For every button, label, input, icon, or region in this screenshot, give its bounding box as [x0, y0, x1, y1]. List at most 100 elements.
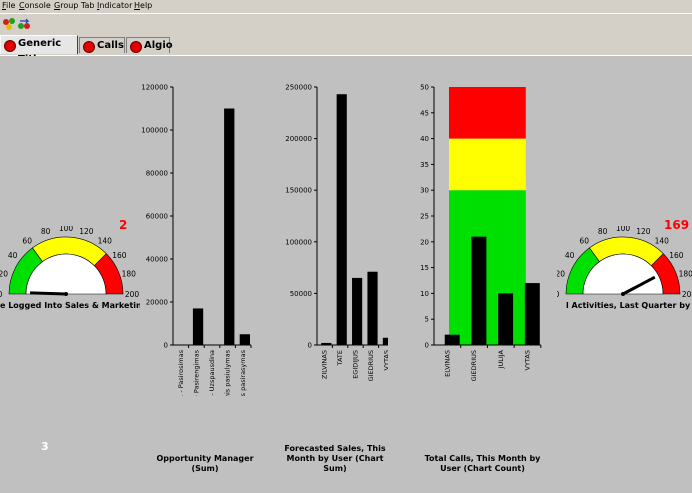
y-tick-label: 15 — [420, 264, 429, 272]
y-tick-label: 100000 — [141, 127, 168, 135]
bar — [382, 337, 388, 345]
x-tick-label: VYTAS — [382, 350, 388, 370]
tab-calls[interactable]: Calls — [79, 37, 125, 53]
y-tick-label: 60000 — [146, 213, 168, 221]
gauge-value: 2 — [119, 218, 128, 232]
gauge-tick-label: 80 — [598, 227, 608, 236]
menu-bar: File Console Group Tab Indicator Help — [0, 0, 692, 13]
x-tick-label: 3 - Uzspausdina — [208, 350, 216, 396]
gauge-tick-label: 200 — [682, 290, 692, 299]
chart-title-forecasted: Forecasted Sales, This Month by User (Ch… — [280, 444, 390, 474]
threshold-band — [449, 138, 526, 191]
y-tick-label: 5 — [425, 316, 429, 324]
y-tick-label: 35 — [420, 161, 429, 169]
dashboard-panel: 020406080100120140160180200 2 e Logged I… — [0, 56, 692, 493]
gauge-value: 169 — [664, 218, 690, 232]
bar — [336, 94, 347, 345]
x-tick-label: 4 - Komercinis pasiulymas — [224, 349, 232, 396]
gauge-tick-label: 0 — [0, 290, 3, 299]
x-tick-label: 5 - Sutarties pasirasymas — [239, 349, 247, 396]
title-line: Opportunity Manager — [156, 454, 254, 463]
bar — [352, 277, 363, 345]
y-tick-label: 40 — [420, 135, 429, 143]
bar — [224, 108, 235, 345]
title-line: Total Calls, This Month by — [424, 454, 541, 463]
connect-icon[interactable] — [2, 17, 16, 31]
gauge-tick-label: 100 — [616, 226, 631, 233]
gauge-tick-label: 40 — [8, 251, 18, 260]
chart-forecasted-sales: 0 50000 100000 150000 200000 250000 ZILVINAS TA… — [285, 84, 388, 381]
menu-indicator[interactable]: Indicator — [97, 1, 133, 10]
y-tick-label: 50 — [420, 84, 429, 92]
menu-file[interactable]: File — [2, 1, 16, 10]
y-tick-label: 250000 — [285, 84, 312, 92]
y-tick-label: 45 — [420, 109, 429, 117]
y-tick-label: 80000 — [146, 170, 168, 178]
chart-total-calls: 0 5 10 15 20 25 30 35 40 45 50 ELVINAS GIEDRIUS JULIJ… — [420, 84, 542, 381]
title-line: Forecasted Sales, This — [284, 444, 386, 453]
y-tick-label: 25 — [420, 213, 429, 221]
gauge-tick-label: 140 — [98, 237, 113, 246]
tab-label: Algio — [144, 40, 173, 51]
y-tick-label: 20 — [420, 238, 429, 246]
gauge-needle — [622, 275, 656, 296]
bar — [498, 293, 514, 345]
y-tick-label: 120000 — [141, 84, 168, 92]
y-tick-label: 50000 — [290, 290, 312, 298]
gauge-tick-label: 180 — [122, 270, 137, 279]
threshold-band — [449, 190, 526, 345]
x-tick-label: EGIDIJUS — [352, 350, 360, 379]
tab-strip: Generic Title Calls Algio — [0, 35, 692, 65]
tab-generic-title[interactable]: Generic Title — [0, 35, 78, 65]
x-tick-label: ELVINAS — [443, 350, 451, 377]
gauge-tick-label: 20 — [0, 270, 8, 279]
menu-console[interactable]: Console — [19, 1, 51, 10]
gauge-tick-label: 160 — [669, 251, 684, 260]
gauge-needle — [29, 291, 67, 296]
gauge-tick-label: 60 — [22, 237, 32, 246]
x-tick-label: 1 - Pasirosimas — [177, 349, 185, 396]
gauge-tick-label: 140 — [655, 237, 670, 246]
x-tick-label: GIEDRIUS — [367, 350, 375, 381]
gauge-tick-label: 200 — [125, 290, 140, 299]
title-line: User (Chart Count) — [440, 464, 525, 473]
menu-help[interactable]: Help — [134, 1, 153, 10]
bar — [192, 308, 204, 345]
y-tick-label: 0 — [425, 342, 429, 350]
status-red-icon — [130, 41, 142, 53]
refresh-icon[interactable] — [17, 17, 31, 31]
y-tick-label: 200000 — [285, 135, 312, 143]
bar — [321, 342, 332, 345]
gauge-tick-label: 80 — [41, 227, 51, 236]
chart-opportunity-manager: 0 20000 40000 60000 80000 100000 120000 1 - Pas… — [141, 84, 252, 396]
y-tick-label: 0 — [164, 342, 168, 350]
gauge-title: e Logged Into Sales & Marketing (C — [0, 301, 140, 310]
gauge-tick-label: 20 — [557, 270, 565, 279]
title-line: Sum) — [323, 464, 347, 473]
gauge-tick-label: 40 — [565, 251, 575, 260]
title-line: (Sum) — [191, 464, 219, 473]
chart-title-opportunity: Opportunity Manager (Sum) — [150, 454, 260, 474]
y-tick-label: 10 — [420, 290, 429, 298]
x-tick-label: GIEDRIUS — [470, 350, 478, 381]
title-line: Month by User (Chart — [286, 454, 384, 463]
gauge-face — [25, 253, 107, 295]
count-label: 3 — [41, 440, 49, 453]
tab-label: Calls — [97, 40, 124, 51]
gauge-title: l Activities, Last Quarter by User Gr — [566, 301, 692, 310]
y-tick-label: 100000 — [285, 238, 312, 246]
bar — [524, 283, 540, 345]
gauge-tick-label: 100 — [59, 226, 74, 233]
tab-algio[interactable]: Algio — [126, 37, 173, 53]
x-tick-label: VYTAS — [523, 350, 531, 370]
gauge-activities: 0 20 40 60 80 100 120 140 160 180 200 — [557, 226, 692, 299]
toolbar — [0, 13, 692, 36]
gauge-hub — [64, 292, 68, 296]
menu-group-tab[interactable]: Group Tab — [54, 1, 95, 10]
x-tick-label: TATE — [336, 350, 344, 367]
gauge-tick-label: 0 — [557, 290, 560, 299]
gauge-hub — [621, 292, 625, 296]
threshold-band — [449, 87, 526, 139]
gauge-logged-in: 0 20 40 60 80 100 120 140 160 180 200 — [0, 226, 140, 299]
status-red-icon — [4, 40, 16, 52]
